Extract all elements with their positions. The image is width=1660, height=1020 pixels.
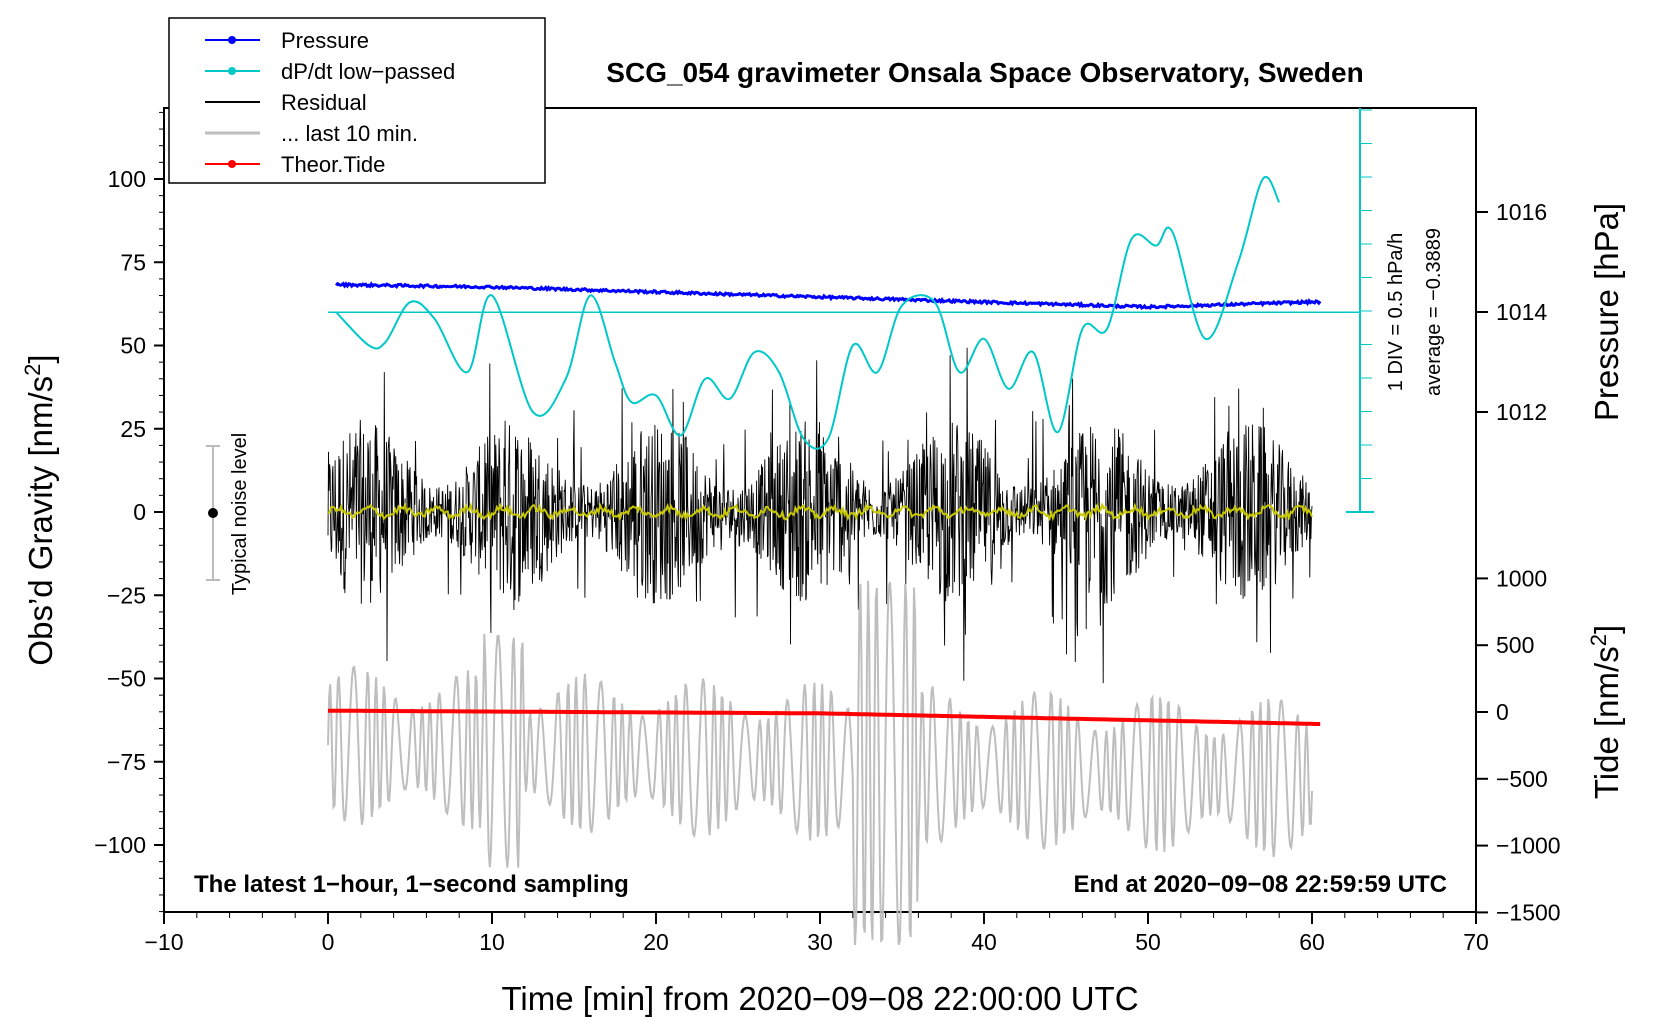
bottom-right-note: End at 2020−09−08 22:59:59 UTC [1073,871,1447,898]
y-tick-label-left: −75 [107,749,146,775]
y-tick-label-left: −100 [94,832,146,858]
pressure-scale-label: 1 DIV = 0.5 hPa/h [1385,233,1407,391]
legend-marker [228,67,236,75]
x-tick-label: 40 [971,929,997,955]
y-tick-label-left: −50 [107,666,146,692]
dpdt-series [328,175,1360,450]
y-tick-label-tide: 500 [1496,632,1534,658]
x-tick-label: 30 [807,929,833,955]
y-tick-label-pressure: 1012 [1496,399,1547,425]
y-tick-label-left: −25 [107,582,146,608]
y-tick-label-tide: −1000 [1496,833,1561,859]
x-axis-label: Time [min] from 2020−09−08 22:00:00 UTC [501,980,1138,1017]
dpdt-line [335,175,1281,450]
residual-series [327,347,1313,684]
legend-label: dP/dt low−passed [281,59,455,84]
y-axis-label-tide: Tide [nm/s2] [1586,625,1625,799]
tide-line [328,708,1321,726]
y-tick-label-pressure: 1016 [1496,199,1547,225]
residual-smoothed-line [327,501,1313,522]
y-tick-label-left: 75 [120,249,146,275]
last-10-min-series [327,580,1313,946]
y-tick-label-tide: −500 [1496,766,1548,792]
legend-label: Pressure [281,28,369,53]
last-10-min-line [327,580,1313,946]
x-tick-label: −10 [144,929,183,955]
y-tick-label-tide: −1500 [1496,899,1561,925]
legend-marker [228,36,236,44]
residual-smoothed-series [327,501,1313,522]
x-tick-label: 50 [1135,929,1161,955]
x-tick-label: 70 [1463,929,1489,955]
x-tick-label: 0 [322,929,335,955]
tide-series [328,708,1321,726]
pressure-series [335,281,1322,310]
pressure-average-label: average = −0.3889 [1423,228,1445,396]
legend-marker [228,160,236,168]
y-tick-label-pressure: 1014 [1496,299,1547,325]
y-tick-label-tide: 1000 [1496,565,1547,591]
x-tick-label: 60 [1299,929,1325,955]
legend: Pressure dP/dt low−passed Residual ... last… [168,17,546,184]
x-tick-label: 10 [479,929,505,955]
legend-label: ... last 10 min. [281,121,418,146]
bottom-left-note: The latest 1−hour, 1−second sampling [194,871,629,898]
pressure-line [335,281,1322,310]
y-tick-label-left: 0 [133,499,146,525]
noise-level-indicator [206,445,220,581]
residual-line [327,347,1313,684]
y-tick-label-tide: 0 [1496,699,1509,725]
chart-title: SCG_054 gravimeter Onsala Space Observat… [606,57,1363,88]
noise-level-label: Typical noise level [229,433,251,595]
y-axis-label-left: Obs’d Gravity [nm/s2] [20,354,59,665]
axis-ticks: −10 0 10 20 30 40 50 60 701007550250−25−50−75−10… [94,111,1561,955]
y-tick-label-left: 25 [120,416,146,442]
x-tick-label: 20 [643,929,669,955]
y-axis-label-pressure: Pressure [hPa] [1588,203,1625,421]
y-tick-label-left: 50 [120,333,146,359]
y-tick-label-left: 100 [108,166,146,192]
legend-label: Residual [281,90,367,115]
legend-label: Theor.Tide [281,152,385,177]
pressure-rate-scale [1346,108,1374,513]
